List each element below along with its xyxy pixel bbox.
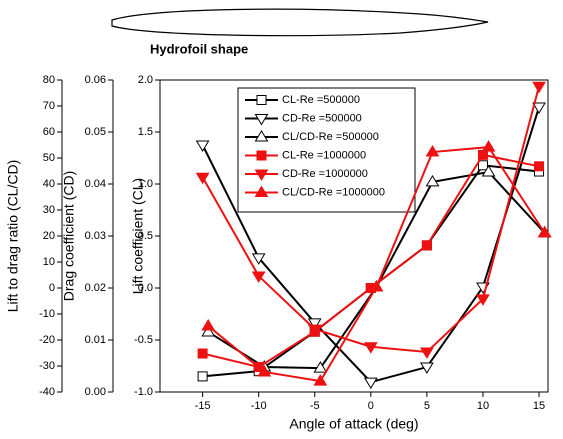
x-tick-label: -15: [195, 400, 211, 412]
y3-tick-label: 50: [43, 152, 55, 164]
y3-tick-label: -20: [39, 334, 55, 346]
hydrofoil-caption: Hydrofoil shape: [150, 41, 248, 56]
marker-triangle: [195, 172, 210, 185]
legend-label: CD-Re =1000000: [282, 168, 368, 180]
y2-tick-label: 0.03: [85, 230, 106, 242]
legend-label: CL/CD-Re =1000000: [282, 186, 385, 198]
marker-triangle: [363, 342, 378, 354]
y-tick-label: 0.5: [138, 230, 153, 242]
marker-triangle: [254, 114, 269, 126]
marker-triangle: [420, 347, 434, 359]
marker-triangle: [254, 130, 269, 142]
y-tick-label: 0.0: [138, 282, 153, 294]
marker-triangle: [257, 365, 272, 377]
y3-tick-label: 10: [43, 256, 55, 268]
marker-triangle: [425, 174, 440, 187]
y2-tick-label: 0.01: [85, 334, 106, 346]
y-tick-label: -1.0: [134, 386, 153, 398]
legend-label: CL-Re =500000: [282, 94, 360, 106]
y3-tick-label: -30: [39, 360, 55, 372]
marker-triangle: [254, 185, 269, 197]
marker-triangle: [537, 225, 552, 238]
y-axis-title: Lift coefficient (CL): [130, 178, 146, 294]
y-tick-label: -0.5: [134, 334, 153, 346]
marker-triangle: [532, 102, 546, 115]
marker-triangle: [481, 165, 496, 177]
y2-tick-label: 0.06: [85, 74, 106, 86]
marker-triangle: [363, 377, 378, 390]
y-tick-label: 2.0: [138, 74, 153, 86]
y2-axis-title: Drag coefficient (CD): [61, 171, 77, 301]
marker-square: [534, 161, 545, 172]
legend-box: [237, 87, 416, 213]
x-tick-label: 15: [533, 400, 545, 412]
marker-triangle: [313, 361, 328, 373]
y-tick-label: 1.0: [138, 178, 153, 190]
y3-tick-label: 0: [49, 282, 55, 294]
marker-triangle: [195, 140, 210, 152]
marker-triangle: [532, 81, 546, 94]
marker-triangle: [313, 374, 328, 386]
legend-label: CL-Re =1000000: [282, 149, 366, 161]
marker-triangle: [425, 145, 440, 157]
x-axis-title: Angle of attack (deg): [289, 416, 418, 432]
marker-square: [197, 348, 208, 359]
x-tick-label: -10: [251, 400, 267, 412]
marker-triangle: [201, 324, 216, 337]
marker-square: [477, 149, 488, 160]
y3-axis-title: Lift to drag ratio (CL/CD): [5, 160, 21, 313]
legend-label: CL/CD-Re =500000: [282, 131, 379, 143]
y2-tick-label: 0.02: [85, 282, 106, 294]
marker-triangle: [254, 169, 269, 181]
y3-tick-label: 20: [43, 230, 55, 242]
hydrofoil-outline: [111, 8, 489, 37]
marker-square: [197, 371, 208, 382]
y-tick-label: 1.5: [138, 126, 153, 138]
marker-triangle: [369, 279, 384, 292]
y2-tick-label: 0.04: [85, 178, 106, 190]
y3-tick-label: 40: [43, 178, 55, 190]
marker-square: [256, 95, 267, 105]
y3-tick-label: -10: [39, 308, 55, 320]
y3-tick-label: 80: [43, 74, 55, 86]
marker-triangle: [476, 294, 490, 306]
x-tick-label: 10: [477, 400, 489, 412]
marker-triangle: [307, 318, 322, 330]
marker-square: [477, 160, 488, 171]
y2-tick-label: 0.05: [85, 126, 106, 138]
marker-triangle: [251, 253, 266, 265]
marker-triangle: [420, 362, 434, 375]
marker-triangle: [307, 324, 322, 337]
x-tick-label: -5: [310, 400, 320, 412]
x-tick-label: 5: [424, 400, 430, 412]
marker-square: [421, 240, 432, 251]
y3-tick-label: 60: [43, 126, 55, 138]
marker-triangle: [201, 318, 216, 331]
legend-label: CD-Re =500000: [282, 112, 362, 124]
y3-tick-label: 30: [43, 204, 55, 216]
marker-square: [256, 150, 267, 161]
y2-tick-label: 0.00: [85, 386, 106, 398]
marker-triangle: [251, 271, 266, 284]
x-tick-label: 0: [368, 400, 374, 412]
y3-tick-label: 70: [43, 100, 55, 112]
y3-tick-label: -40: [39, 386, 55, 398]
marker-triangle: [481, 140, 496, 152]
